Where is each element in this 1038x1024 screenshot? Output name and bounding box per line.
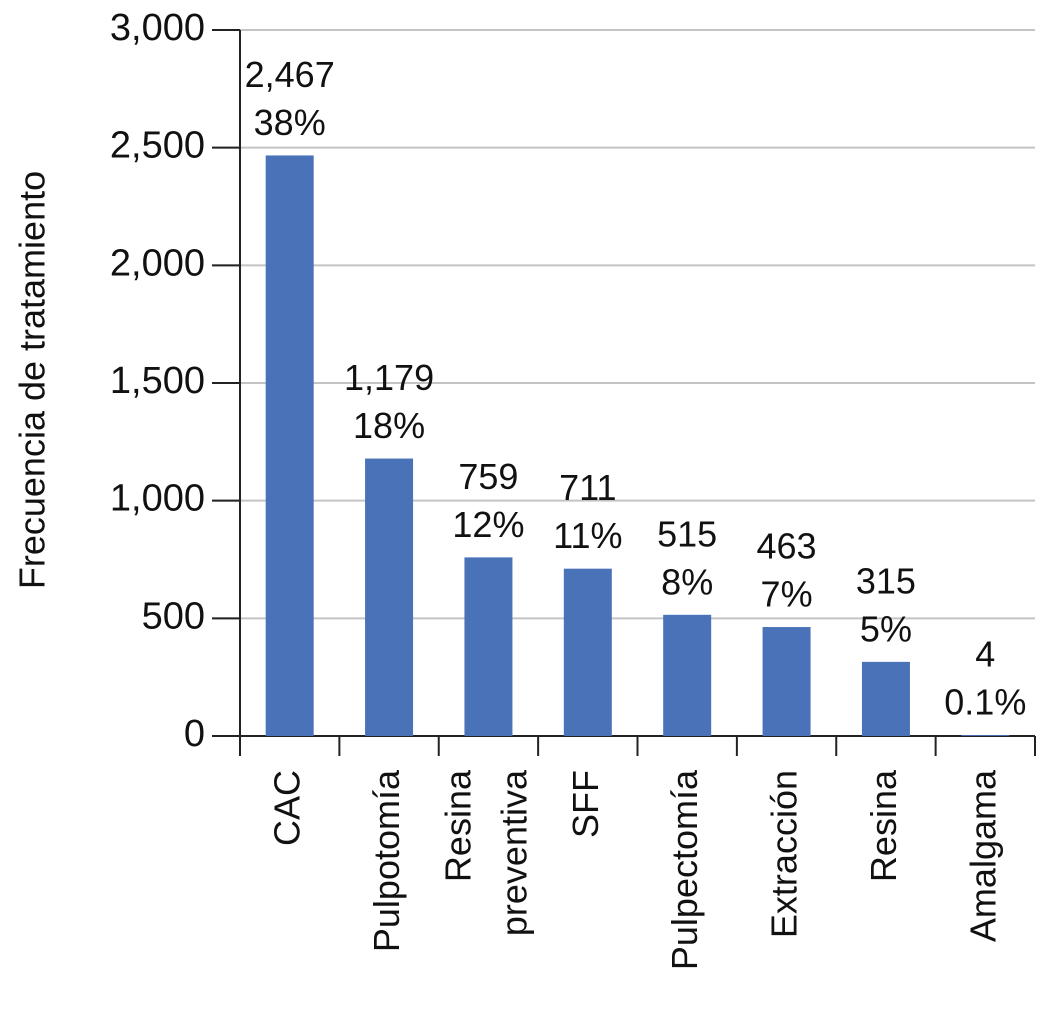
value-label: 4: [975, 634, 995, 675]
value-label: 2,467: [245, 54, 335, 95]
value-label: 759: [458, 456, 518, 497]
x-tick-label: SFF: [564, 770, 605, 838]
value-label: 463: [757, 526, 817, 567]
value-label: 711: [559, 467, 616, 508]
share-label: 11%: [553, 515, 622, 556]
x-tick-label: CAC: [266, 770, 307, 846]
bar: [961, 735, 1010, 736]
x-tick-label: Amalgama: [962, 769, 1003, 942]
share-label: 38%: [254, 102, 326, 143]
x-tick-label: Resina preventiva: [437, 769, 534, 936]
y-tick-label: 1,500: [110, 360, 205, 402]
share-label: 5%: [860, 608, 912, 649]
bar: [365, 458, 414, 736]
value-label: 315: [856, 560, 916, 601]
x-tick-label: Pulpotomía: [366, 769, 407, 952]
bar: [464, 557, 513, 736]
bar: [861, 661, 910, 736]
y-axis-title: Frecuencia de tratamiento: [12, 171, 53, 589]
y-tick-label: 3,000: [110, 7, 205, 49]
share-label: 12%: [452, 504, 524, 545]
y-tick-label: 0: [184, 713, 205, 755]
y-tick-label: 2,000: [110, 242, 205, 284]
x-tick-label: Pulpectomía: [664, 769, 705, 970]
y-tick-label: 500: [142, 595, 205, 637]
share-label: 18%: [353, 405, 425, 446]
bar: [265, 155, 314, 736]
x-tick-label: Resina: [862, 769, 903, 882]
bar: [663, 614, 712, 736]
value-label: 1,179: [344, 357, 434, 398]
bar: [563, 568, 612, 736]
y-tick-label: 2,500: [110, 125, 205, 167]
share-label: 0.1%: [944, 682, 1026, 723]
share-label: 7%: [761, 574, 813, 615]
value-label: 515: [657, 513, 717, 554]
y-tick-label: 1,000: [110, 478, 205, 520]
share-label: 8%: [661, 561, 713, 602]
x-tick-label: Extracción: [763, 770, 804, 938]
bar: [762, 627, 811, 736]
